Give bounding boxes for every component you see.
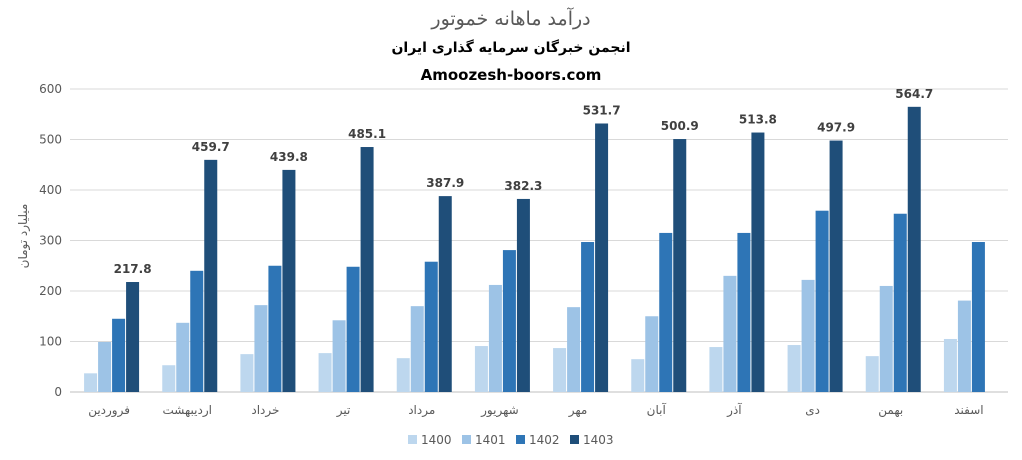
x-tick-label: اسفند — [954, 403, 983, 417]
bar-1400 — [787, 345, 801, 392]
bar-1400 — [709, 347, 723, 392]
y-tick-label: 100 — [39, 335, 62, 349]
x-tick-label: فروردین — [88, 403, 130, 418]
bar-1403 — [438, 196, 452, 392]
bar-1401 — [410, 306, 424, 392]
x-tick-label: آبان — [647, 402, 667, 417]
bar-1403 — [829, 140, 843, 392]
bar-1403 — [673, 139, 687, 392]
y-tick-label: 0 — [54, 385, 62, 399]
bar-1403 — [595, 123, 609, 392]
chart-title: درآمد ماهانه خموتور — [431, 8, 591, 30]
bar-1400 — [474, 346, 488, 392]
bar-1400 — [162, 365, 176, 392]
bar-1400 — [84, 373, 98, 392]
legend-swatch-1401 — [462, 435, 471, 444]
bar-1401 — [723, 275, 737, 392]
bar-1403 — [126, 282, 140, 392]
bar-1401 — [879, 285, 893, 392]
bar-1402 — [424, 261, 438, 392]
bar-1400 — [396, 358, 410, 392]
legend-swatch-1402 — [516, 435, 525, 444]
bar-1401 — [332, 320, 346, 392]
x-tick-label: خرداد — [251, 403, 279, 418]
data-label: 459.7 — [192, 140, 230, 154]
bar-1402 — [893, 213, 907, 392]
data-label: 531.7 — [583, 103, 621, 117]
bar-1400 — [318, 353, 332, 392]
chart-subtitle: انجمن خبرگان سرمایه گذاری ایران — [391, 40, 631, 56]
data-label: 500.9 — [661, 119, 699, 133]
bar-1402 — [112, 318, 126, 392]
bar-1403 — [907, 106, 921, 392]
x-tick-label: مرداد — [408, 403, 435, 418]
x-tick-label: مهر — [568, 403, 588, 418]
x-tick-label: شهریور — [480, 403, 519, 418]
y-tick-label: 300 — [39, 234, 62, 248]
bar-1401 — [645, 316, 659, 392]
legend-swatch-1400 — [408, 435, 417, 444]
y-tick-label: 500 — [39, 133, 62, 147]
y-tick-label: 200 — [39, 284, 62, 298]
bar-1401 — [488, 284, 502, 392]
legend-label: 1401 — [475, 433, 506, 447]
bar-1403 — [282, 169, 296, 392]
data-label: 485.1 — [348, 127, 386, 141]
x-tick-label: تیر — [336, 403, 351, 418]
data-label: 387.9 — [426, 176, 464, 190]
bar-1402 — [190, 270, 204, 392]
legend-label: 1402 — [529, 433, 560, 447]
bar-1400 — [865, 356, 879, 392]
y-tick-label: 600 — [39, 82, 62, 96]
data-label: 497.9 — [817, 121, 855, 135]
x-tick-label: اردیبهشت — [163, 403, 212, 418]
bar-1402 — [659, 232, 673, 392]
data-label: 564.7 — [895, 87, 933, 101]
bar-1402 — [737, 232, 751, 392]
bar-1401 — [957, 300, 971, 392]
bar-1402 — [971, 242, 985, 392]
y-tick-label: 400 — [39, 183, 62, 197]
bar-1402 — [268, 265, 282, 392]
data-label: 439.8 — [270, 150, 308, 164]
bar-1402 — [346, 266, 360, 392]
bar-1403 — [360, 147, 374, 392]
bar-1401 — [567, 307, 581, 392]
bar-1402 — [815, 210, 829, 392]
bar-1400 — [553, 348, 567, 392]
bar-1401 — [176, 322, 190, 392]
bar-1403 — [751, 132, 765, 392]
legend-swatch-1403 — [570, 435, 579, 444]
x-tick-label: آذر — [726, 402, 742, 418]
x-tick-label: بهمن — [878, 403, 903, 418]
bar-1402 — [581, 242, 595, 392]
legend-label: 1400 — [421, 433, 452, 447]
bar-1400 — [631, 359, 645, 392]
legend-label: 1403 — [583, 433, 614, 447]
data-label: 217.8 — [114, 262, 152, 276]
bar-1402 — [502, 250, 516, 392]
bar-1401 — [98, 342, 112, 392]
data-label: 382.3 — [504, 179, 542, 193]
x-tick-label: دی — [805, 403, 820, 417]
bar-1403 — [516, 198, 530, 392]
bar-1403 — [204, 159, 218, 392]
bar-1401 — [254, 305, 268, 392]
bar-1400 — [943, 338, 957, 392]
chart-source: Amoozesh-boors.com — [420, 66, 602, 84]
data-label: 513.8 — [739, 113, 777, 127]
bar-1401 — [801, 279, 815, 392]
bar-1400 — [240, 354, 254, 392]
